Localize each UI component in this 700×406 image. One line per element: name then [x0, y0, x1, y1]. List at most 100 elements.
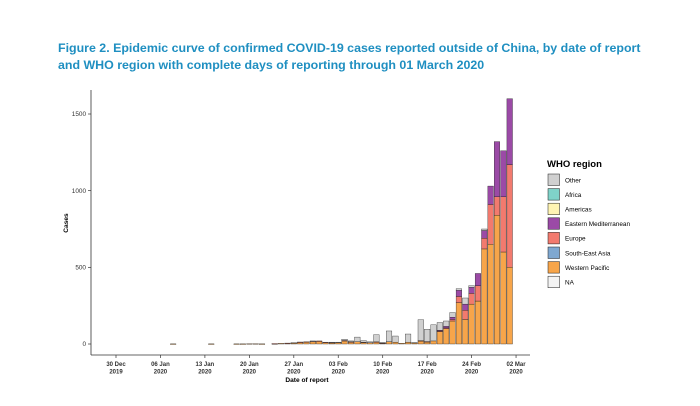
bar-segment-western-pacific-day-55 [462, 319, 469, 345]
bar-segment-europe-day-59 [487, 204, 494, 245]
bar-segment-europe-day-25 [271, 343, 278, 345]
bar-segment-europe-day-58 [481, 238, 488, 250]
x-tick-label-02-mar: 02 Mar 2020 [507, 362, 527, 375]
bar-segment-europe-day-53 [449, 319, 456, 322]
figure-title: Figure 2. Epidemic curve of confirmed CO… [58, 41, 641, 72]
bar-day-20 [240, 343, 246, 345]
bar-day-41 [373, 334, 380, 345]
y-tick-label-500: 500 [75, 265, 86, 272]
bar-segment-europe-day-56 [468, 293, 475, 305]
bar-segment-western-pacific-day-43 [386, 341, 393, 345]
bar-day-52 [443, 320, 450, 345]
bar-segment-eastern-mediterranean-day-55 [462, 303, 469, 311]
x-tick-label-24-feb: 24 Feb 2020 [462, 362, 481, 375]
bar-day-9 [170, 343, 177, 345]
bar-day-59 [487, 185, 494, 345]
bar-segment-western-pacific-day-38 [354, 341, 361, 345]
bar-segment-western-pacific-day-59 [487, 244, 494, 345]
legend-label-other: Other [565, 177, 582, 184]
bar-segment-other-day-41 [373, 334, 380, 343]
legend-swatch-western-pacific [547, 261, 560, 274]
bar-segment-other-day-50 [430, 324, 437, 342]
bar-segment-other-day-51 [436, 322, 443, 331]
bar-segment-europe-day-29 [297, 341, 304, 343]
bar-segment-other-day-55 [462, 297, 469, 305]
bar-segment-eastern-mediterranean-day-62 [506, 98, 513, 165]
bar-day-23 [259, 343, 266, 345]
bar-day-47 [411, 342, 418, 345]
bar-day-31 [309, 340, 316, 345]
bar-segment-other-day-48 [417, 319, 424, 341]
x-axis-title: Date of report [285, 377, 329, 384]
bar-segment-western-pacific-day-50 [430, 340, 437, 345]
legend-title: WHO region [547, 159, 602, 170]
bar-segment-other-day-46 [405, 333, 412, 343]
bar-segment-western-pacific-day-40 [367, 342, 373, 345]
bar-segment-other-day-39 [360, 340, 367, 343]
bar-segment-western-pacific-day-31 [309, 341, 316, 345]
legend: WHO region Other Africa Americas Eastern Me… [547, 159, 630, 288]
bar-segment-western-pacific-day-45 [398, 343, 405, 345]
bar-segment-eastern-mediterranean-day-57 [474, 273, 481, 286]
bar-segment-europe-day-27 [284, 342, 291, 344]
bar-day-45 [398, 343, 405, 345]
bar-day-37 [347, 340, 354, 345]
x-ticks: 30 Dec 2019 06 Jan 2020 13 Jan 2020 20 Jan 2020… [106, 355, 526, 375]
bar-day-55 [462, 297, 469, 345]
legend-label-south-east-asia: South-East Asia [565, 250, 611, 257]
y-tick-label-1500: 1500 [72, 111, 87, 118]
legend-swatch-other [547, 173, 560, 186]
bar-day-57 [474, 273, 481, 345]
bar-day-38 [354, 336, 361, 345]
bar-segment-other-day-44 [392, 335, 399, 343]
bar-segment-western-pacific-day-53 [449, 320, 456, 345]
bar-day-30 [303, 341, 310, 345]
x-tick-label-10-feb: 10 Feb 2020 [373, 362, 392, 375]
legend-label-europe: Europe [565, 236, 586, 243]
bar-day-35 [335, 341, 342, 345]
bar-segment-western-pacific-day-52 [443, 328, 450, 345]
bar-segment-western-pacific-day-22 [252, 343, 259, 345]
bar-day-28 [290, 342, 297, 345]
bar-segment-other-day-38 [354, 336, 361, 342]
bar-segment-europe-day-54 [455, 296, 462, 303]
bar-day-60 [494, 141, 500, 345]
bar-segment-europe-day-30 [303, 341, 310, 343]
bar-segment-eastern-mediterranean-day-58 [481, 230, 488, 239]
bar-day-21 [246, 343, 253, 345]
bar-segment-eastern-mediterranean-day-52 [443, 326, 450, 329]
bar-segment-western-pacific-day-54 [455, 302, 462, 345]
bar-day-39 [360, 340, 367, 345]
bar-segment-europe-day-32 [316, 340, 323, 342]
legend-swatch-europe [547, 232, 560, 245]
bar-segment-western-pacific-day-46 [405, 341, 412, 345]
bar-day-33 [322, 341, 329, 345]
legend-swatch-eastern-mediterranean [547, 217, 560, 230]
plot-area [170, 98, 513, 345]
bar-segment-other-day-40 [367, 341, 373, 343]
bar-segment-other-day-35 [335, 341, 342, 343]
bar-segment-other-day-52 [443, 320, 450, 327]
bar-segment-western-pacific-day-56 [468, 303, 475, 345]
legend-swatch-americas [547, 202, 560, 215]
bar-segment-europe-day-57 [474, 285, 481, 302]
bar-day-49 [424, 329, 431, 345]
x-tick-label-06-jan: 06 Jan 2020 [151, 362, 170, 375]
bar-segment-europe-day-33 [322, 341, 329, 343]
bar-day-34 [328, 341, 335, 345]
x-tick-label-20-jan: 20 Jan 2020 [240, 362, 259, 375]
bar-day-27 [284, 342, 291, 345]
bar-day-61 [500, 150, 507, 345]
bar-day-40 [367, 341, 373, 345]
bar-segment-western-pacific-day-62 [506, 267, 513, 345]
bar-segment-other-day-28 [290, 342, 297, 344]
bar-day-44 [392, 335, 399, 345]
bar-segment-other-day-42 [379, 342, 386, 344]
bar-segment-other-day-56 [468, 285, 475, 288]
x-tick-label-13-jan: 13 Jan 2020 [196, 362, 215, 375]
bar-segment-western-pacific-day-61 [500, 251, 507, 345]
y-ticks: 0 500 1000 1500 [72, 111, 91, 348]
legend-label-western-pacific: Western Pacific [565, 265, 610, 272]
bar-segment-other-day-54 [455, 288, 462, 291]
